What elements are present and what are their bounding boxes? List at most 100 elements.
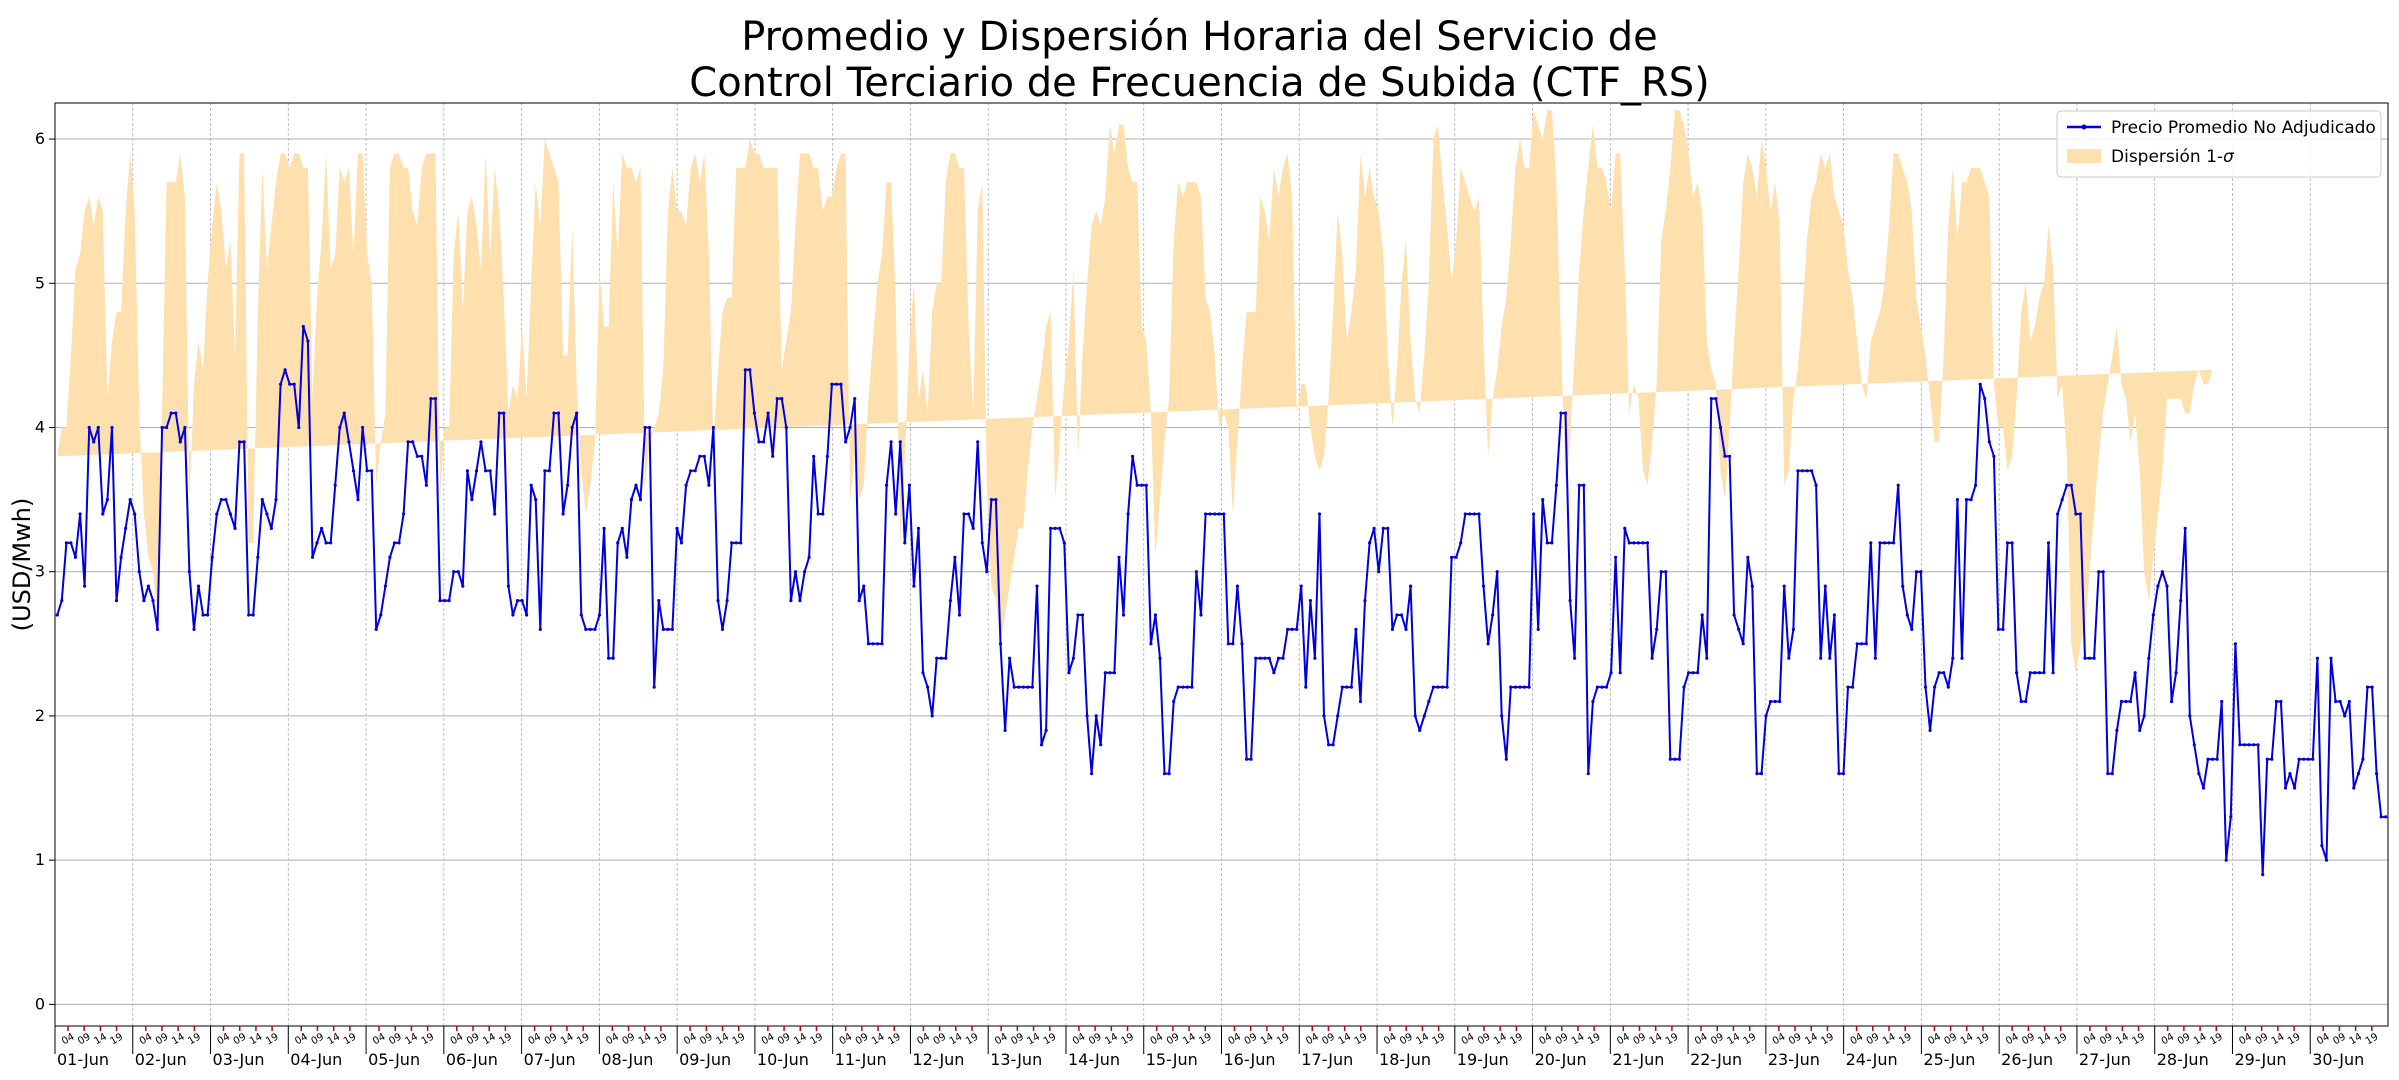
data-point bbox=[652, 685, 656, 689]
data-point bbox=[1933, 685, 1937, 689]
data-point bbox=[556, 411, 561, 415]
data-point bbox=[1071, 656, 1075, 660]
hour-tick-label: 14 bbox=[248, 1031, 265, 1047]
data-point bbox=[1331, 743, 1335, 747]
data-point bbox=[2192, 743, 2196, 747]
data-point bbox=[1176, 685, 1180, 689]
data-point bbox=[1595, 685, 1599, 689]
day-tick-label: 23-Jun bbox=[1768, 1050, 1820, 1069]
day-tick-label: 01-Jun bbox=[57, 1050, 109, 1069]
data-point bbox=[1969, 498, 1973, 502]
data-point bbox=[2110, 772, 2114, 776]
data-point bbox=[1026, 685, 1030, 689]
data-point bbox=[2288, 772, 2292, 776]
hour-tick-label: 14 bbox=[637, 1031, 654, 1047]
data-point bbox=[889, 440, 893, 444]
hour-tick-label: 19 bbox=[420, 1031, 437, 1047]
hour-tick-label: 04 bbox=[1304, 1031, 1321, 1047]
hour-tick-label: 19 bbox=[1897, 1031, 1914, 1047]
hour-tick-label: 19 bbox=[264, 1031, 281, 1047]
data-point bbox=[2274, 699, 2278, 704]
data-point bbox=[1263, 656, 1267, 660]
data-point bbox=[92, 440, 96, 444]
hour-tick-label: 04 bbox=[2082, 1031, 2099, 1047]
hour-tick-label: 14 bbox=[1414, 1031, 1431, 1047]
data-point bbox=[1851, 685, 1855, 689]
data-point bbox=[1381, 526, 1385, 531]
data-point bbox=[370, 469, 374, 473]
data-point bbox=[2051, 671, 2055, 675]
hour-tick-label: 14 bbox=[481, 1031, 498, 1047]
hour-tick-label: 09 bbox=[1243, 1031, 1260, 1047]
data-point bbox=[2165, 584, 2169, 588]
data-point bbox=[1873, 656, 1877, 660]
data-point bbox=[907, 483, 912, 487]
data-point bbox=[160, 425, 164, 430]
data-point bbox=[2324, 858, 2329, 862]
legend-line-label: Precio Promedio No Adjudicado bbox=[2111, 118, 2376, 138]
day-tick-label: 09-Jun bbox=[679, 1050, 731, 1069]
hour-tick-label: 09 bbox=[1709, 1031, 1726, 1047]
data-point bbox=[857, 599, 861, 603]
data-point bbox=[2220, 699, 2224, 704]
data-point bbox=[1536, 627, 1540, 632]
hour-tick-label: 04 bbox=[449, 1031, 466, 1047]
data-point bbox=[1978, 382, 1982, 386]
data-point bbox=[780, 397, 784, 401]
data-point bbox=[1837, 772, 1841, 776]
data-point bbox=[1240, 642, 1244, 646]
data-point bbox=[1819, 656, 1823, 660]
data-point bbox=[73, 555, 78, 559]
data-point bbox=[525, 613, 529, 617]
data-point bbox=[579, 613, 583, 617]
data-point bbox=[1882, 541, 1887, 545]
data-point bbox=[1194, 570, 1198, 574]
data-point bbox=[105, 498, 109, 502]
data-point bbox=[1062, 541, 1066, 545]
data-point bbox=[1135, 483, 1139, 487]
data-point bbox=[2101, 570, 2105, 574]
data-point bbox=[2311, 757, 2315, 761]
data-point bbox=[397, 541, 401, 545]
data-point bbox=[1121, 613, 1126, 617]
day-tick-label: 26-Jun bbox=[2001, 1050, 2053, 1069]
data-point bbox=[720, 627, 725, 632]
data-point bbox=[1586, 772, 1590, 776]
data-point bbox=[1504, 757, 1508, 761]
data-point bbox=[725, 599, 729, 603]
data-point bbox=[1377, 570, 1381, 574]
data-point bbox=[1172, 699, 1176, 704]
data-point bbox=[1700, 613, 1704, 617]
data-point bbox=[935, 656, 939, 660]
data-point bbox=[825, 454, 830, 458]
data-point bbox=[1800, 469, 1805, 473]
data-point bbox=[998, 642, 1003, 646]
data-point bbox=[2338, 699, 2342, 704]
hour-tick-label: 09 bbox=[1554, 1031, 1571, 1047]
data-point bbox=[60, 599, 64, 603]
data-point bbox=[2279, 699, 2283, 704]
data-point bbox=[1568, 599, 1572, 603]
data-point bbox=[2265, 757, 2269, 761]
hour-tick-label: 09 bbox=[621, 1031, 638, 1047]
data-point bbox=[1108, 671, 1112, 675]
data-point bbox=[1472, 512, 1476, 516]
data-point bbox=[1153, 613, 1157, 617]
data-point bbox=[2201, 786, 2206, 790]
data-point bbox=[1226, 642, 1230, 646]
data-point bbox=[2097, 570, 2101, 574]
data-point bbox=[1445, 685, 1449, 689]
data-point bbox=[739, 541, 743, 545]
data-point bbox=[2302, 757, 2306, 761]
hour-tick-label: 19 bbox=[186, 1031, 203, 1047]
data-point bbox=[921, 671, 925, 675]
data-point bbox=[1468, 512, 1472, 516]
data-point bbox=[821, 512, 825, 516]
hour-tick-label: 09 bbox=[1009, 1031, 1026, 1047]
data-point bbox=[1112, 671, 1116, 675]
data-point bbox=[2179, 599, 2183, 603]
data-point bbox=[1832, 613, 1836, 617]
hour-tick-label: 09 bbox=[232, 1031, 249, 1047]
data-point bbox=[1609, 671, 1613, 675]
data-point bbox=[438, 599, 442, 603]
